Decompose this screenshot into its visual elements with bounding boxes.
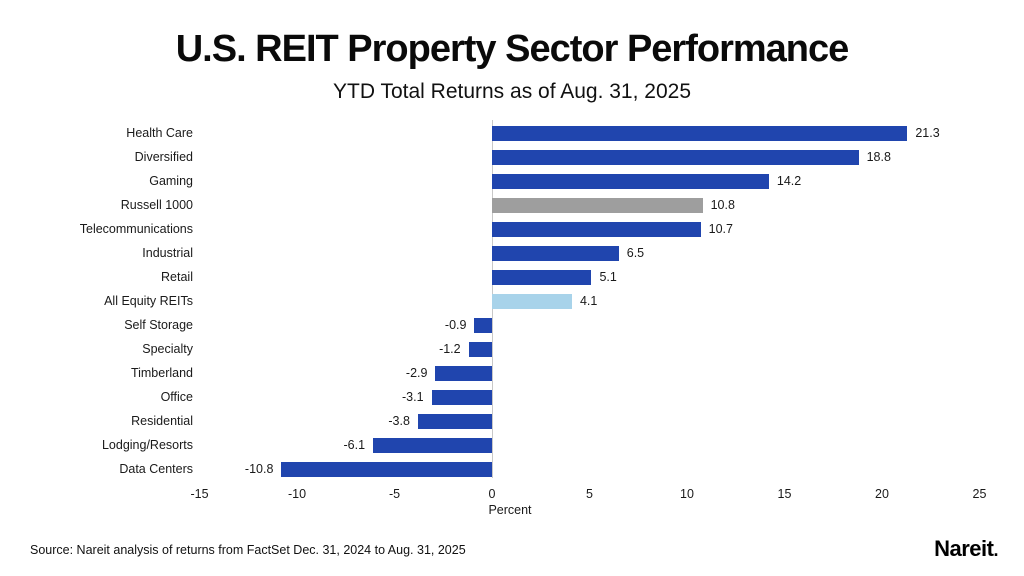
nareit-logo-text: Nareit [934, 536, 994, 561]
bar [492, 246, 619, 261]
x-tick-label: 10 [680, 487, 694, 501]
category-label: Specialty [142, 342, 193, 356]
bar [431, 390, 492, 405]
x-tick-label: 5 [586, 487, 593, 501]
bar [474, 318, 492, 333]
bar [468, 342, 492, 357]
bar [492, 126, 908, 141]
category-label: Telecommunications [79, 222, 193, 236]
bar-value-label: -10.8 [244, 462, 274, 476]
category-label: All Equity REITs [104, 294, 193, 308]
category-label: Self Storage [124, 318, 193, 332]
category-label: Office [160, 390, 193, 404]
bar-value-label: -0.9 [444, 318, 467, 332]
bar-value-label: 6.5 [626, 246, 645, 260]
bar-value-label: 10.8 [710, 198, 735, 212]
x-tick-label: -10 [287, 487, 307, 501]
x-tick-label: -15 [190, 487, 209, 501]
x-tick-label: 20 [875, 487, 889, 501]
bar-value-label: 18.8 [866, 150, 891, 164]
bar [492, 222, 701, 237]
category-label: Industrial [142, 246, 193, 260]
x-tick-label: 0 [488, 487, 496, 501]
nareit-logo-dot: . [993, 540, 998, 560]
category-label: Lodging/Resorts [101, 438, 193, 452]
bar [435, 366, 492, 381]
x-axis-label: Percent [488, 503, 532, 517]
bar-value-label: -2.9 [405, 366, 428, 380]
source-note: Source: Nareit analysis of returns from … [30, 543, 466, 557]
bar-value-label: -6.1 [343, 438, 366, 452]
category-label: Gaming [149, 174, 193, 188]
x-tick-label: -5 [388, 487, 401, 501]
category-label: Russell 1000 [120, 198, 193, 212]
bar-value-label: -1.2 [439, 342, 461, 356]
bar [492, 150, 859, 165]
bar [373, 438, 492, 453]
bar [492, 174, 769, 189]
bar-value-label: 10.7 [708, 222, 733, 236]
bar-value-label: 4.1 [579, 294, 598, 308]
category-label: Timberland [130, 366, 193, 380]
category-label: Health Care [126, 126, 193, 140]
bar [492, 270, 592, 285]
bar-value-label: 21.3 [915, 126, 940, 140]
category-label: Data Centers [119, 462, 193, 476]
category-label: Retail [161, 270, 193, 284]
chart-title: U.S. REIT Property Sector Performance [175, 28, 850, 70]
bar [281, 462, 492, 477]
bar-value-label: 5.1 [599, 270, 617, 284]
bar [492, 294, 572, 309]
bar-value-label: 14.2 [776, 174, 802, 188]
x-tick-label: 15 [777, 487, 792, 501]
x-tick-label: 25 [972, 487, 987, 501]
chart-subtitle: YTD Total Returns as of Aug. 31, 2025 [333, 80, 691, 103]
bar-value-label: -3.8 [388, 414, 410, 428]
category-label: Diversified [134, 150, 193, 164]
bar [417, 414, 492, 429]
bar-value-label: -3.1 [402, 390, 424, 404]
nareit-logo: Nareit. [934, 536, 998, 562]
bar [492, 198, 703, 213]
category-label: Residential [131, 414, 193, 428]
